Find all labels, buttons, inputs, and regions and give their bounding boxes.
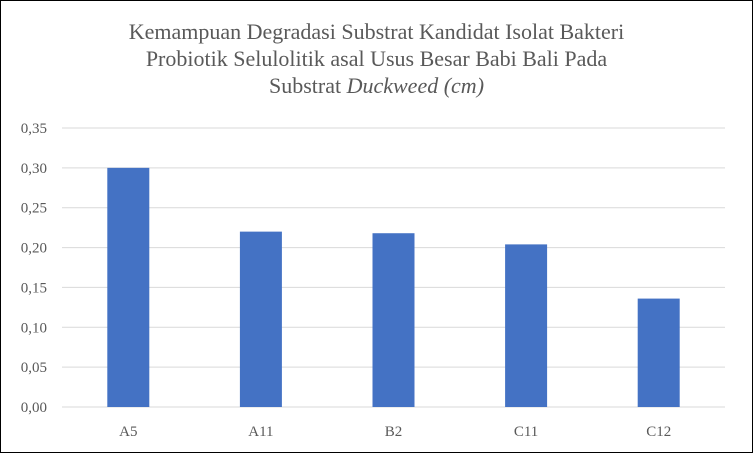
bar-a11 [239,231,282,407]
chart-title: Kemampuan Degradasi Substrat Kandidat Is… [0,18,753,99]
y-tick-label: 0,05 [21,360,47,376]
chart-title-line-1: Kemampuan Degradasi Substrat Kandidat Is… [128,19,625,44]
y-tick-label: 0,30 [21,161,47,177]
bar-c11 [505,244,548,407]
y-tick-label: 0,35 [21,121,47,137]
chart-title-line-3: Substrat Duckweed (cm) [0,72,753,99]
chart-title-line-3-italic: Duckweed (cm) [346,73,485,98]
bar-a5 [107,167,150,407]
y-tick-label: 0,20 [21,241,47,257]
y-tick-label: 0,10 [21,320,47,336]
x-tick-label: A5 [119,424,137,440]
bar-b2 [372,233,415,407]
x-tick-label: B2 [385,424,403,440]
y-tick-label: 0,25 [21,201,47,217]
y-tick-label: 0,00 [21,400,47,416]
x-tick-label: C11 [514,424,538,440]
chart-title-line-2: Probiotik Selulolitik asal Usus Besar Ba… [145,46,608,71]
x-tick-label: C12 [646,424,671,440]
y-tick-label: 0,15 [21,280,47,296]
bar-c12 [637,298,680,407]
x-tick-label: A11 [248,424,273,440]
chart-title-line-3-text: Substrat [268,73,347,98]
